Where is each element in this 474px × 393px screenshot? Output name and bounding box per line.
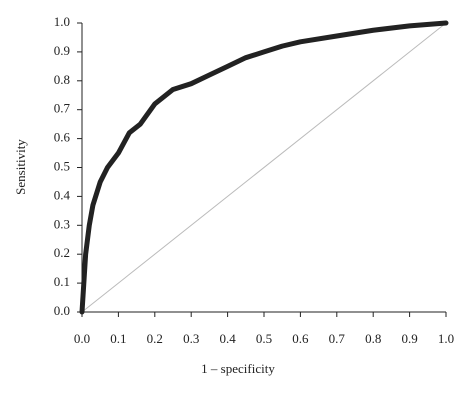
y-tick-label: 0.5 [54,158,70,173]
y-tick-label: 0.2 [54,245,70,260]
roc-line [81,22,447,313]
x-axis-label: 1 – specificity [201,361,275,376]
y-tick-label: 0.0 [54,303,70,318]
x-tick-label: 0.0 [74,331,90,346]
y-axis-label: Sensitivity [13,139,28,195]
y-tick-label: 0.3 [54,216,70,231]
roc-line [79,20,449,315]
y-tick-label: 0.7 [54,101,71,116]
x-tick-label: 0.5 [256,331,272,346]
x-tick-label: 0.2 [147,331,163,346]
x-tick-label: 0.9 [401,331,417,346]
y-tick-label: 0.1 [54,274,70,289]
y-tick-label: 0.4 [54,187,71,202]
x-tick-label: 0.6 [292,331,309,346]
x-tick-label: 0.1 [110,331,126,346]
x-tick-label: 0.3 [183,331,199,346]
x-tick-label: 0.8 [365,331,381,346]
x-tick-label: 1.0 [438,331,454,346]
x-tick-label: 0.4 [219,331,236,346]
x-tick-label: 0.7 [329,331,346,346]
y-tick-label: 0.8 [54,72,70,87]
y-tick-label: 0.9 [54,43,70,58]
y-tick-label: 0.6 [54,130,71,145]
y-tick-label: 1.0 [54,14,70,29]
